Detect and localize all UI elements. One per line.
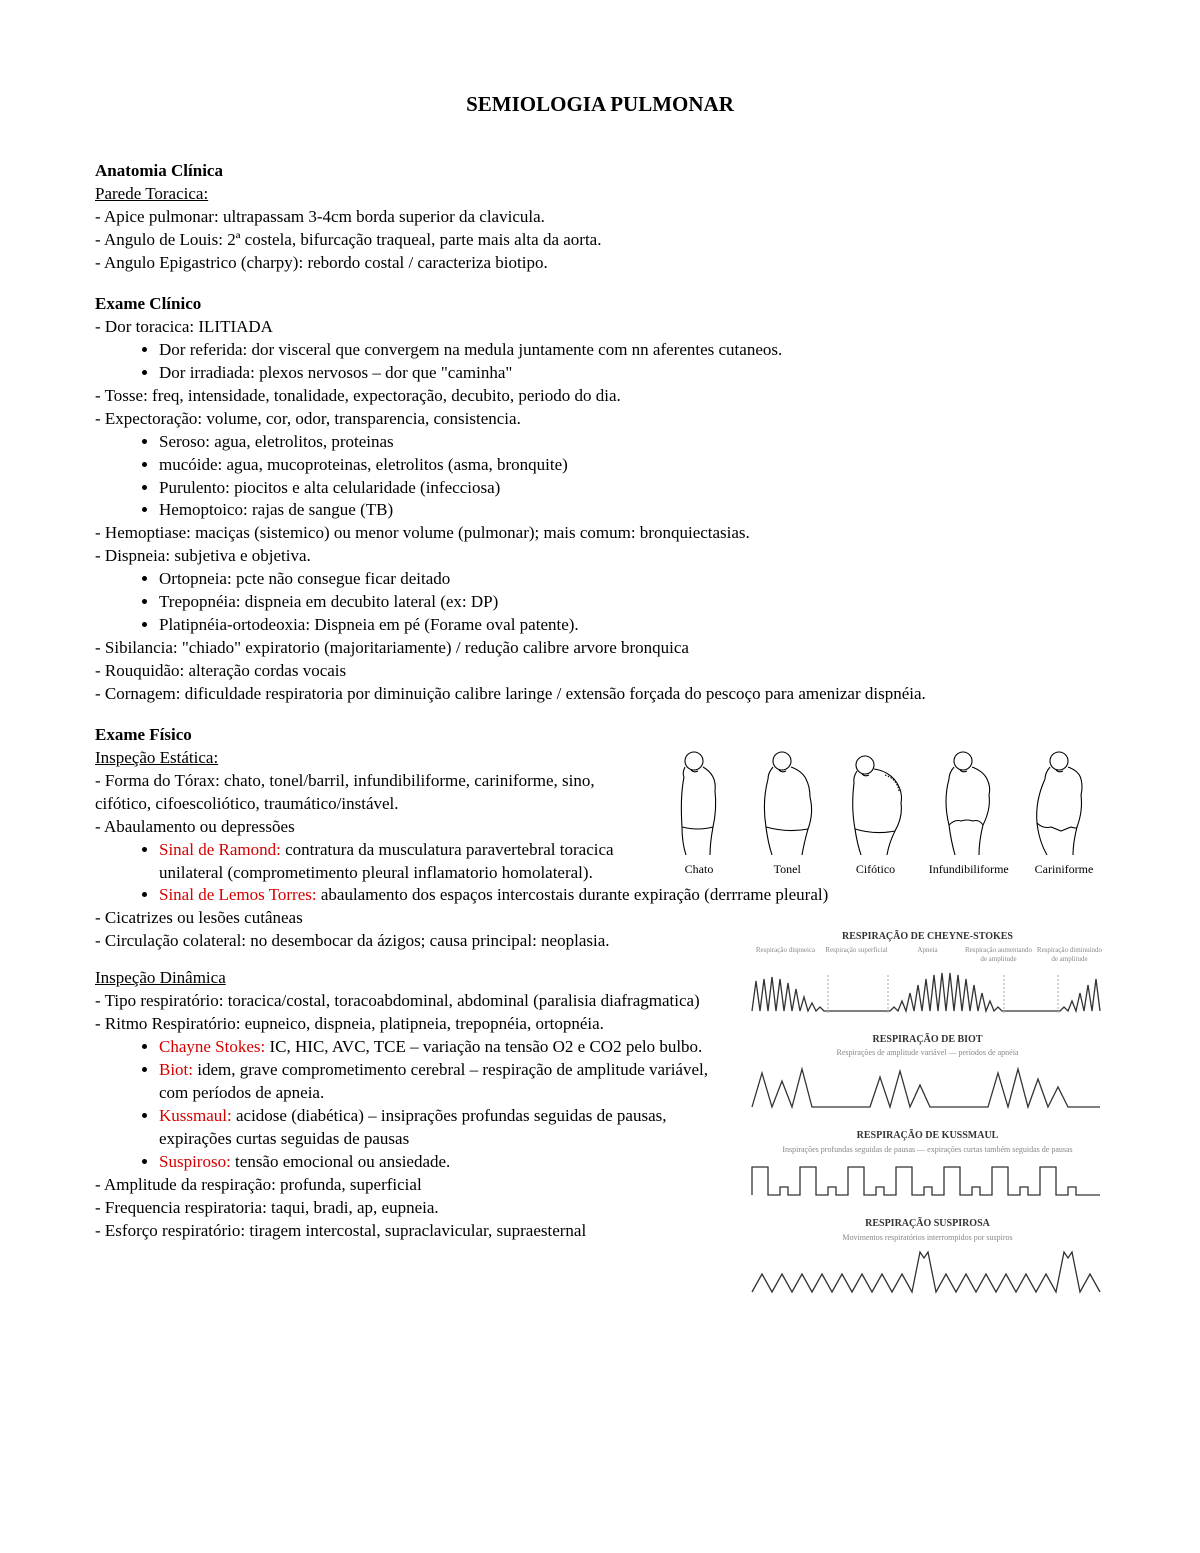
text-line: - Forma do Tórax: chato, tonel/barril, i… xyxy=(95,770,650,816)
label-suspiroso: Suspiroso: xyxy=(159,1152,231,1171)
text-line: - Hemoptiase: maciças (sistemico) ou men… xyxy=(95,522,1105,545)
heading-anatomia: Anatomia Clínica xyxy=(95,160,1105,183)
torso-cariniforme-icon xyxy=(1023,747,1105,857)
bullet-item: Chayne Stokes: IC, HIC, AVC, TCE – varia… xyxy=(159,1036,740,1059)
text-span: idem, grave comprometimento cerebral – r… xyxy=(159,1060,708,1102)
torso-cifotico-icon xyxy=(837,747,915,857)
wave-kussmaul-icon xyxy=(750,1159,1105,1199)
caption: Cifótico xyxy=(856,862,895,876)
caption: Respiração diminuindo de amplitude xyxy=(1034,946,1105,965)
text-line: - Expectoração: volume, cor, odor, trans… xyxy=(95,408,1105,431)
text-line: - Sibilancia: "chiado" expiratorio (majo… xyxy=(95,637,1105,660)
caption: Respiração dispneica xyxy=(750,946,821,965)
text-line: - Cicatrizes ou lesões cutâneas xyxy=(95,907,1105,930)
caption-suspirosa: RESPIRAÇÃO SUSPIROSA xyxy=(750,1217,1105,1231)
caption: Apneia xyxy=(892,946,963,965)
bullet-item: Kussmaul: acidose (diabética) – insipraç… xyxy=(159,1105,740,1151)
text-line: - Rouquidão: alteração cordas vocais xyxy=(95,660,1105,683)
figure-breathing-patterns: RESPIRAÇÃO DE CHEYNE-STOKES Respiração d… xyxy=(750,930,1105,1313)
label-sinal-ramond: Sinal de Ramond: xyxy=(159,840,281,859)
text-line: - Tosse: freq, intensidade, tonalidade, … xyxy=(95,385,1105,408)
label-kussmaul: Kussmaul: xyxy=(159,1106,232,1125)
bullet-item: Hemoptoico: rajas de sangue (TB) xyxy=(159,499,1105,522)
label-biot: Biot: xyxy=(159,1060,193,1079)
bullet-item: Suspiroso: tensão emocional ou ansiedade… xyxy=(159,1151,740,1174)
text-line: - Angulo de Louis: 2ª costela, bifurcaçã… xyxy=(95,229,1105,252)
bullet-item: Dor irradiada: plexos nervosos – dor que… xyxy=(159,362,1105,385)
bullet-item: mucóide: agua, mucoproteinas, eletrolito… xyxy=(159,454,1105,477)
bullet-item: Purulento: piocitos e alta celularidade … xyxy=(159,477,1105,500)
caption: Infundibiliforme xyxy=(929,862,1009,876)
caption: Respiração superficial xyxy=(821,946,892,965)
bullet-item: Sinal de Ramond: contratura da musculatu… xyxy=(159,839,650,885)
caption-cheyne: RESPIRAÇÃO DE CHEYNE-STOKES xyxy=(750,930,1105,944)
text-span: IC, HIC, AVC, TCE – variação na tensão O… xyxy=(265,1037,702,1056)
bullet-item: Seroso: agua, eletrolitos, proteinas xyxy=(159,431,1105,454)
text-line: - Amplitude da respiração: profunda, sup… xyxy=(95,1174,740,1197)
label-sinal-lemos: Sinal de Lemos Torres: xyxy=(159,885,317,904)
bullet-item: Dor referida: dor visceral que convergem… xyxy=(159,339,1105,362)
bullet-item: Platipnéia-ortodeoxia: Dispneia em pé (F… xyxy=(159,614,1105,637)
text-line: - Apice pulmonar: ultrapassam 3-4cm bord… xyxy=(95,206,1105,229)
heading-exame-fisico: Exame Físico xyxy=(95,724,1105,747)
bullet-item: Sinal de Lemos Torres: abaulamento dos e… xyxy=(159,884,1105,907)
subheading-inspecao-estatica: Inspeção Estática: xyxy=(95,747,650,770)
caption-biot: RESPIRAÇÃO DE BIOT xyxy=(750,1033,1105,1047)
caption: Movimentos respiratórios interrompidos p… xyxy=(750,1233,1105,1244)
caption: Chato xyxy=(685,862,714,876)
text-line: - Circulação colateral: no desembocar da… xyxy=(95,930,740,953)
caption: Respirações de amplitude variável — perí… xyxy=(750,1048,1105,1059)
text-line: - Dor toracica: ILITIADA xyxy=(95,316,1105,339)
torso-infundibiliforme-icon xyxy=(925,747,1013,857)
heading-exame-clinico: Exame Clínico xyxy=(95,293,1105,316)
wave-biot-icon xyxy=(750,1063,1105,1111)
caption: Tonel xyxy=(774,862,801,876)
text-line: - Esforço respiratório: tiragem intercos… xyxy=(95,1220,740,1243)
text-line: - Frequencia respiratoria: taqui, bradi,… xyxy=(95,1197,740,1220)
figure-thorax-shapes: Chato Tonel xyxy=(660,747,1105,877)
page-title: SEMIOLOGIA PULMONAR xyxy=(95,90,1105,118)
text-span: acidose (diabética) – insiprações profun… xyxy=(159,1106,667,1148)
text-line: - Cornagem: dificuldade respiratoria por… xyxy=(95,683,1105,706)
torso-chato-icon xyxy=(660,747,738,857)
caption: Inspirações profundas seguidas de pausas… xyxy=(750,1145,1105,1156)
bullet-item: Trepopnéia: dispneia em decubito lateral… xyxy=(159,591,1105,614)
caption-kussmaul: RESPIRAÇÃO DE KUSSMAUL xyxy=(750,1129,1105,1143)
text-line: - Dispneia: subjetiva e objetiva. xyxy=(95,545,1105,568)
bullet-item: Biot: idem, grave comprometimento cerebr… xyxy=(159,1059,740,1105)
caption: Cariniforme xyxy=(1035,862,1094,876)
wave-suspirosa-icon xyxy=(750,1248,1105,1296)
text-line: - Tipo respiratório: toracica/costal, to… xyxy=(95,990,740,1013)
text-line: - Abaulamento ou depressões xyxy=(95,816,650,839)
text-line: - Ritmo Respiratório: eupneico, dispneia… xyxy=(95,1013,740,1036)
bullet-item: Ortopneia: pcte não consegue ficar deita… xyxy=(159,568,1105,591)
torso-tonel-icon xyxy=(748,747,826,857)
subheading-inspecao-dinamica: Inspeção Dinâmica xyxy=(95,967,740,990)
label-chayne-stokes: Chayne Stokes: xyxy=(159,1037,265,1056)
text-line: - Angulo Epigastrico (charpy): rebordo c… xyxy=(95,252,1105,275)
text-span: abaulamento dos espaços intercostais dur… xyxy=(317,885,829,904)
text-span: tensão emocional ou ansiedade. xyxy=(231,1152,451,1171)
caption: Respiração aumentando de amplitude xyxy=(963,946,1034,965)
subheading-parede: Parede Toracica: xyxy=(95,183,1105,206)
wave-cheyne-icon xyxy=(750,967,1105,1015)
